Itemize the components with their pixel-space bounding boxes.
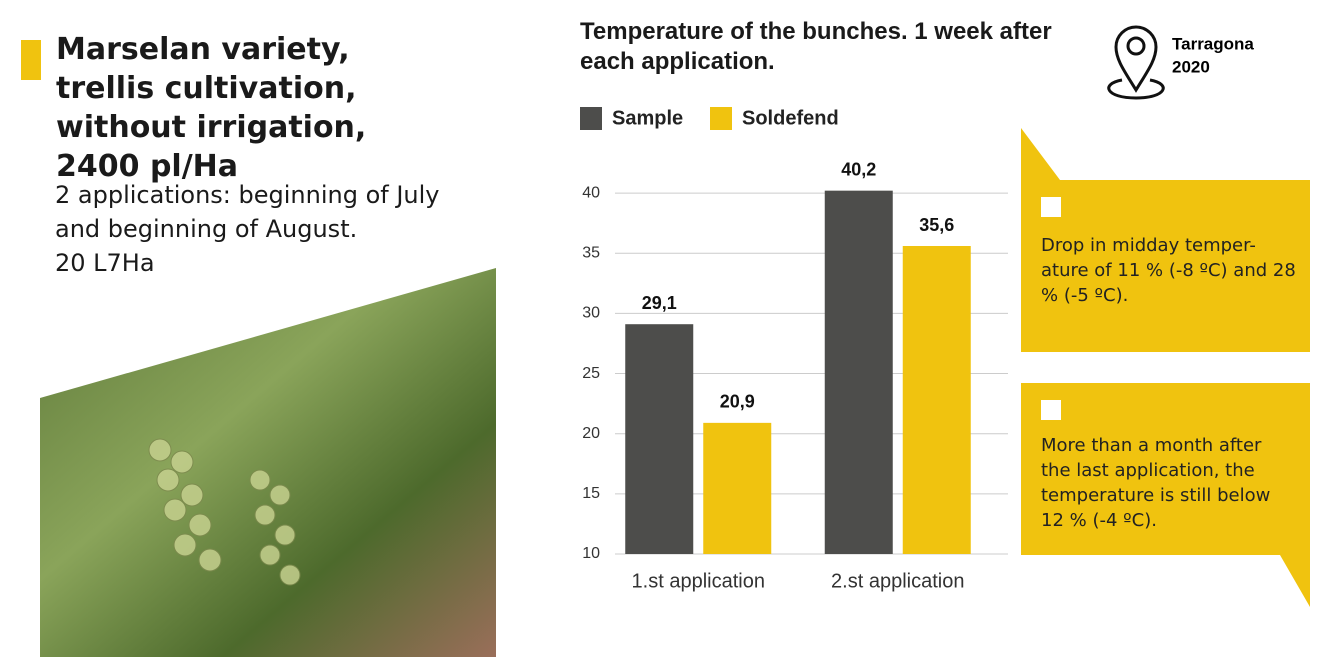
bar (824, 190, 893, 554)
location-text: Tarragona (1172, 34, 1254, 53)
y-tick-label: 15 (582, 485, 600, 502)
grape-bunch (148, 438, 301, 586)
checkbox (1041, 197, 1061, 217)
description: 2 applications: beginning of July and be… (55, 178, 455, 280)
value-label: 20,9 (720, 392, 755, 412)
description-text: 2 applications: beginning of July and be… (55, 181, 440, 243)
callout-text: More than a month after the last applica… (1041, 435, 1271, 531)
y-tick-label: 25 (582, 365, 600, 382)
y-tick-label: 20 (582, 425, 600, 442)
value-label: 40,2 (841, 159, 876, 179)
callout-box (1021, 383, 1310, 607)
legend-swatch (580, 107, 602, 130)
bar (625, 324, 694, 554)
y-tick-label: 40 (582, 184, 600, 201)
value-label: 29,1 (642, 293, 677, 313)
x-tick-label: 1.st application (632, 570, 765, 592)
chart-title: Temperature of the bunches. 1 week after… (580, 18, 1052, 75)
heading-marker (21, 40, 41, 80)
bar (902, 246, 971, 554)
checkbox (1041, 400, 1061, 420)
legend-label: Soldefend (742, 107, 839, 129)
heading: Marselan variety, trellis cultivation, w… (56, 32, 367, 184)
legend-swatch (710, 107, 732, 130)
value-label: 35,6 (919, 215, 954, 235)
description-text: 20 L7Ha (55, 249, 155, 277)
callout-text: Drop in midday temper-ature of 11 % (-8 … (1041, 235, 1296, 306)
y-tick-label: 30 (582, 305, 600, 322)
x-tick-label: 2.st application (831, 570, 964, 592)
vineyard-photo (40, 268, 496, 657)
y-tick-label: 10 (582, 545, 600, 562)
legend-label: Sample (612, 107, 683, 129)
location-icon (1107, 25, 1165, 100)
chart: 10 15 20 25 30 35 40 Sample Soldefend 1.st applic… (580, 107, 1008, 592)
bar (703, 422, 772, 554)
y-tick-label: 35 (582, 244, 600, 261)
location-text: 2020 (1172, 57, 1210, 76)
callout-box (1021, 128, 1310, 352)
